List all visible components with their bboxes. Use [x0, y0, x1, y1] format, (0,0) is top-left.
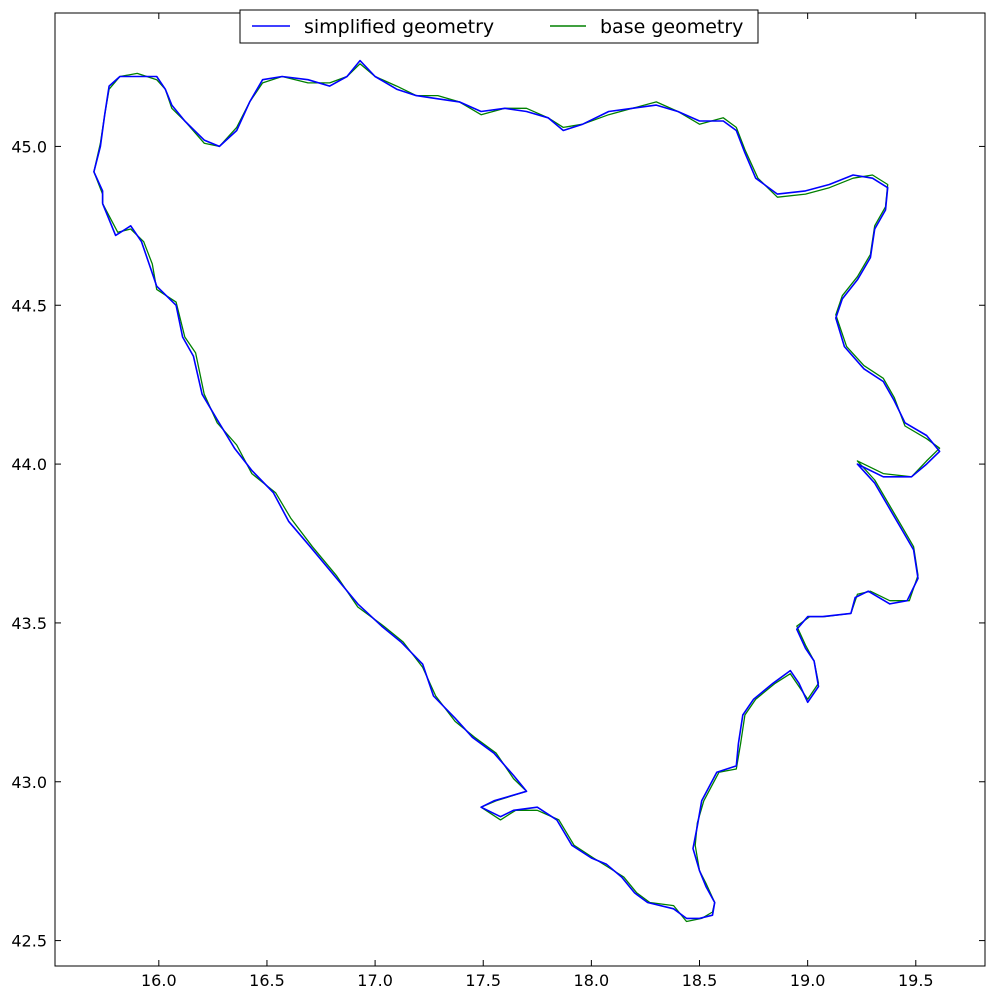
- legend-label-simplified: simplified geometry: [304, 16, 494, 38]
- y-tick-label: 43.5: [11, 614, 47, 633]
- plot-background: [55, 13, 985, 966]
- y-axis: 42.5 43.0 43.5 44.0 44.5 45.0: [11, 137, 985, 951]
- series-line-simplified-geometry: [93, 59, 941, 920]
- y-tick-label: 45.0: [11, 137, 47, 156]
- y-tick-label: 42.5: [11, 932, 47, 951]
- x-tick-label: 16.0: [141, 971, 177, 990]
- x-tick-label: 18.0: [574, 971, 610, 990]
- x-tick-label: 19.5: [898, 971, 934, 990]
- x-tick-label: 19.0: [790, 971, 826, 990]
- legend-label-base: base geometry: [600, 16, 743, 38]
- x-tick-label: 16.5: [249, 971, 285, 990]
- x-tick-label: 18.5: [682, 971, 718, 990]
- x-tick-label: 17.0: [357, 971, 393, 990]
- y-tick-label: 44.0: [11, 455, 47, 474]
- y-tick-label: 44.5: [11, 296, 47, 315]
- x-tick-label: 17.5: [465, 971, 501, 990]
- legend: simplified geometry base geometry: [239, 9, 759, 44]
- legend-box: [239, 9, 759, 44]
- series-layer: [93, 59, 941, 923]
- y-tick-label: 43.0: [11, 773, 47, 792]
